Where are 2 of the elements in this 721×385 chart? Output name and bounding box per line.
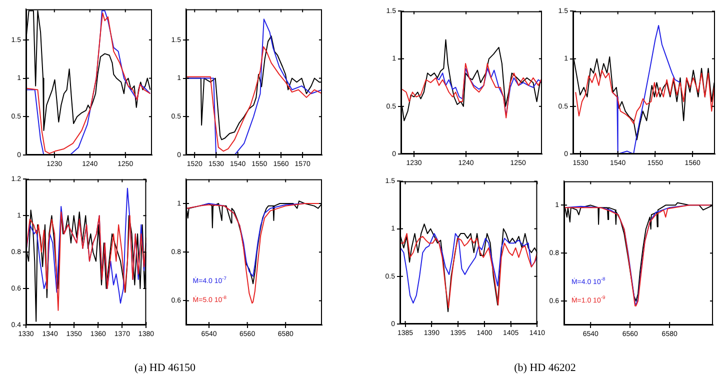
text: (a) HD 46150 <box>133 362 197 374</box>
text: (b) HD 46202 <box>513 362 577 374</box>
